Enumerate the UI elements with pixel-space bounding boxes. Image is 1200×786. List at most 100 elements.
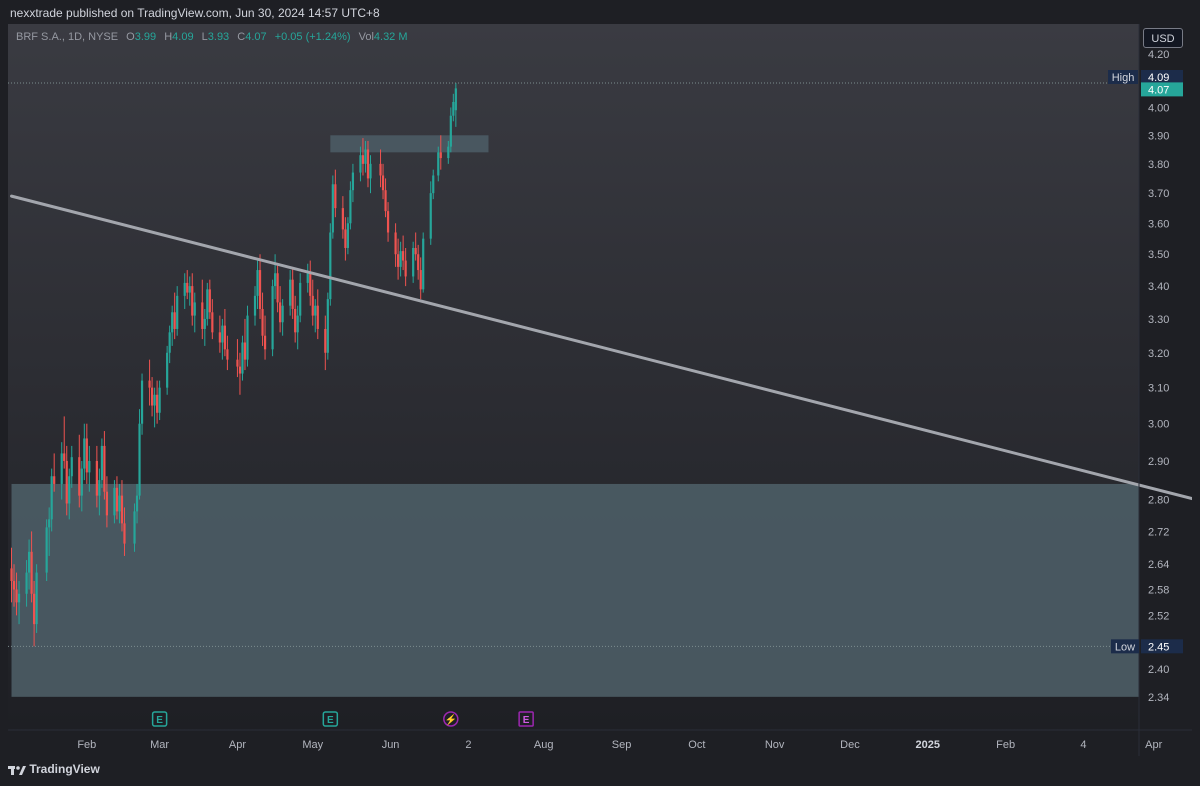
candle-body: [60, 453, 63, 484]
candle-body: [208, 289, 211, 313]
candle-2024-02-26: [148, 359, 151, 406]
candle-2024-03-26: [221, 318, 224, 360]
candle-body: [281, 305, 284, 323]
x-tick-label: Mar: [150, 739, 169, 751]
earnings-event-icon: E: [518, 711, 534, 727]
candle-2024-06-06: [402, 235, 405, 271]
y-axis: 4.204.104.003.903.803.703.603.503.403.30…: [1148, 49, 1169, 704]
candle-body: [27, 551, 31, 573]
candle-body: [88, 460, 91, 473]
candle-body: [45, 527, 48, 573]
candle-body: [291, 279, 294, 309]
candle-body: [186, 282, 189, 293]
candle-body: [221, 325, 224, 343]
candle-2024-04-15: [271, 279, 274, 357]
candle-2024-03-25: [218, 315, 221, 353]
candle-2024-02-15: [120, 480, 124, 532]
event-glyph: E: [156, 715, 163, 726]
candle-2024-01-24: [65, 445, 68, 516]
candle-2024-06-27: [454, 83, 457, 127]
publish-header: nexxtrade published on TradingView.com, …: [0, 0, 1200, 24]
candle-body: [449, 115, 452, 147]
x-axis: Feb Mar Apr May Jun 2 Aug Sep Oct Nov Dec 2025 Feb 4 A…: [77, 739, 1162, 751]
candle-2024-04-25: [296, 305, 299, 350]
candle-2024-02-22: [138, 409, 141, 500]
candle-body: [271, 286, 274, 350]
candle-body: [334, 184, 337, 209]
event-glyph: E: [523, 715, 530, 726]
candle-2024-03-20: [206, 282, 209, 326]
candle-2024-05-28: [379, 149, 382, 188]
candle-body: [223, 325, 226, 350]
earnings-box: [322, 711, 339, 727]
candle-body: [236, 359, 239, 367]
candle-body: [48, 519, 51, 528]
x-tick-label: Jun: [382, 739, 400, 751]
candle-2024-02-20: [133, 503, 136, 552]
candle-2024-03-13: [188, 276, 191, 306]
candle-body: [15, 589, 18, 603]
candle-body: [258, 270, 262, 309]
candle-body: [326, 299, 329, 353]
candle-2024-05-03: [316, 289, 319, 340]
candle-body: [135, 495, 139, 512]
candle-2024-05-16: [349, 181, 352, 230]
candle-2024-04-24: [294, 295, 297, 343]
candle-body: [439, 152, 442, 159]
candle-body: [386, 211, 390, 233]
high-value: 4.09: [172, 31, 194, 43]
candle-2024-05-08: [329, 223, 332, 306]
candle-2024-04-09: [256, 260, 259, 309]
candle-body: [105, 491, 109, 516]
trend-layer: [10, 194, 1192, 501]
candle-2024-05-23: [366, 140, 370, 188]
candle-body: [306, 273, 309, 283]
candle-body: [201, 302, 204, 329]
currency-button[interactable]: USD: [1143, 28, 1183, 48]
candle-body: [419, 270, 422, 290]
candle-2024-02-05: [95, 445, 98, 508]
candle-2024-06-07: [404, 247, 407, 287]
candle-2024-03-28: [226, 335, 229, 371]
open-label: O: [126, 31, 135, 43]
candle-body: [218, 332, 221, 343]
price-chart[interactable]: EE⚡E 4.204.104.003.903.803.703.603.503.4…: [8, 24, 1192, 756]
high-tag-label: High: [1112, 72, 1135, 84]
candle-2024-03-08: [176, 286, 179, 336]
last-price-box: [1141, 82, 1183, 97]
candle-body: [166, 352, 169, 388]
candle-body: [346, 223, 349, 248]
candle-body: [417, 254, 420, 271]
candle-2024-04-26: [299, 273, 302, 323]
candle-2024-04-10: [258, 254, 262, 319]
x-tick-label: Apr: [1145, 739, 1162, 751]
y-tick-label: 3.40: [1148, 281, 1169, 293]
candle-2024-01-25: [68, 468, 71, 520]
candle-2024-01-11: [33, 581, 36, 647]
candle-body: [366, 149, 370, 179]
candle-2024-06-05: [399, 241, 402, 277]
candle-2024-06-21: [439, 135, 442, 170]
symbol-name: BRF S.A., 1D, NYSE: [16, 31, 119, 43]
candle-body: [33, 593, 36, 625]
events-layer: E E ⚡ E: [151, 711, 534, 727]
close-value: 4.07: [245, 31, 267, 43]
candle-2024-05-17: [351, 163, 355, 203]
candle-body: [70, 457, 73, 477]
candle-body: [138, 423, 141, 496]
candle-2024-03-12: [186, 270, 189, 300]
price-lines-layer: [8, 82, 1139, 647]
candle-body: [294, 308, 297, 333]
low-value-label: 2.45: [1148, 641, 1169, 653]
candle-2024-05-30: [384, 178, 387, 218]
earnings-box: [151, 711, 168, 727]
candle-2024-01-30: [80, 460, 83, 512]
event-glyph: ⚡: [445, 713, 457, 726]
candle-body: [63, 453, 66, 461]
candle-2024-03-27: [223, 308, 226, 357]
candle-body: [299, 282, 302, 316]
candle-2024-06-18: [432, 169, 435, 200]
candle-2024-02-21: [135, 483, 139, 524]
candle-2024-05-09: [331, 175, 334, 239]
candle-2024-06-13: [419, 257, 422, 300]
